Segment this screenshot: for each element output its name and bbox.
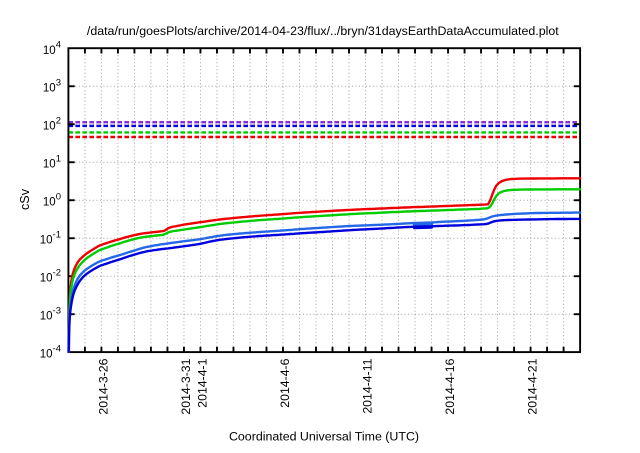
svg-text:2014-4-21: 2014-4-21 [526, 358, 540, 414]
svg-text:2014-3-26: 2014-3-26 [96, 358, 110, 414]
svg-text:cSv: cSv [18, 188, 32, 210]
svg-text:2014-3-31: 2014-3-31 [179, 358, 193, 414]
svg-text:Coordinated Universal Time (UT: Coordinated Universal Time (UTC) [229, 429, 419, 443]
svg-text:2014-4-1: 2014-4-1 [196, 358, 210, 407]
svg-text:2014-4-16: 2014-4-16 [443, 358, 457, 414]
svg-text:/data/run/goesPlots/archive/20: /data/run/goesPlots/archive/2014-04-23/f… [87, 24, 559, 38]
svg-text:2014-4-11: 2014-4-11 [361, 358, 375, 413]
svg-text:2014-4-6: 2014-4-6 [278, 358, 292, 407]
